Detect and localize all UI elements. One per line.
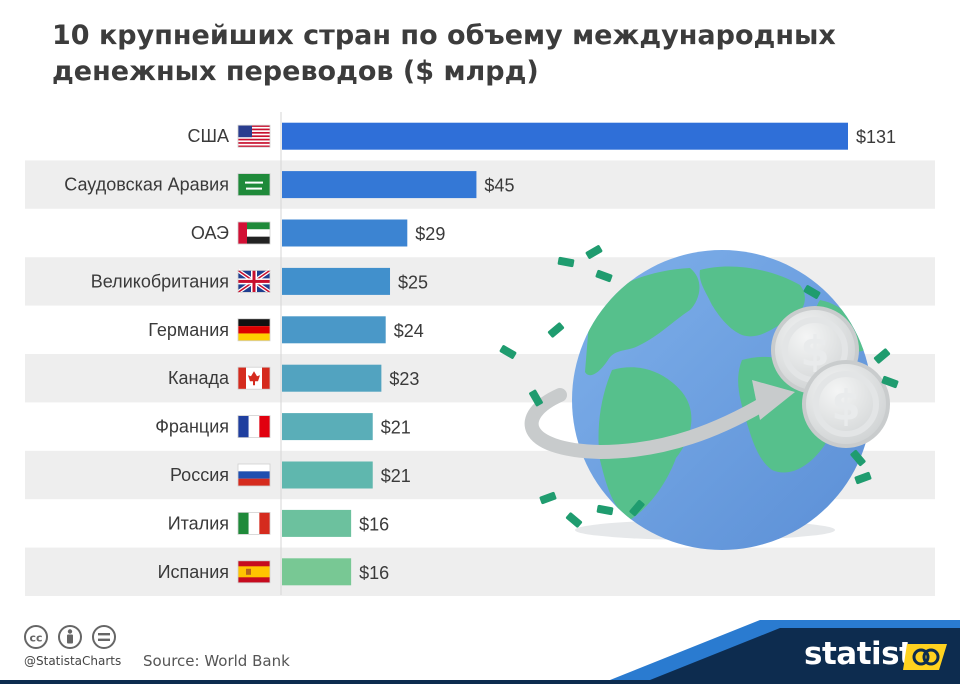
banknote-icon [585, 245, 603, 259]
footer-source: Source: World Bank [143, 652, 290, 670]
flag-icons [236, 124, 272, 584]
bars-group [282, 122, 848, 586]
value-label: $29 [415, 224, 445, 244]
cc-icon: cc [24, 625, 48, 649]
bar [282, 122, 848, 150]
footer-handle[interactable]: @StatistaCharts [24, 654, 122, 668]
no-derivatives-icon [92, 625, 116, 649]
bar [282, 413, 373, 441]
transfer-arrow-icon [524, 388, 777, 460]
category-label: ОАЭ [191, 223, 229, 243]
banknote-icon [873, 348, 891, 364]
row-stripe [25, 547, 935, 596]
value-label: $25 [398, 272, 428, 292]
value-label: $21 [381, 466, 411, 486]
category-label: Россия [170, 465, 229, 485]
value-label: $131 [856, 127, 896, 147]
flag-germany-icon [237, 318, 271, 342]
bar [282, 219, 408, 247]
row-stripe [25, 160, 935, 209]
category-label: Франция [155, 417, 229, 437]
banknote-icon [547, 322, 565, 338]
globe-money-illustration: $ $ [499, 245, 899, 550]
category-labels: США Саудовская Аравия ОАЭ Великобритания Гер… [64, 126, 230, 582]
value-label: $16 [359, 563, 389, 583]
value-label: $23 [389, 369, 419, 389]
dollar-coin-icon: $ [802, 360, 890, 448]
flag-saudi-arabia-icon [237, 173, 271, 197]
banknote-icon [539, 491, 557, 505]
flag-canada-icon [237, 366, 271, 390]
bar [282, 267, 391, 295]
banknote-icon [529, 389, 543, 407]
flag-uae-icon [237, 221, 271, 245]
banknote-icon [565, 512, 583, 528]
bar [282, 364, 382, 392]
category-label: Канада [168, 368, 230, 388]
banknote-icon [803, 285, 821, 299]
banknote-icon [557, 256, 575, 268]
category-label: Великобритания [91, 271, 229, 291]
flag-spain-icon [237, 560, 271, 584]
footer-brand-band [640, 628, 960, 684]
flag-usa-icon [237, 124, 271, 148]
title-line-2: денежных переводов ($ млрд) [52, 56, 539, 87]
svg-text:cc: cc [29, 632, 42, 645]
statista-logo-icon [903, 644, 947, 670]
attribution-icon [58, 625, 82, 649]
banknote-icons [499, 245, 899, 528]
footer-bottom-rule [0, 680, 960, 684]
bar [282, 316, 386, 344]
value-labels: $131 $45 $29 $25 $24 $23 $21 $21 $16 $16 [359, 127, 896, 583]
flag-russia-icon [237, 463, 271, 487]
value-label: $21 [381, 418, 411, 438]
banknote-icon [629, 499, 645, 517]
value-label: $45 [484, 176, 514, 196]
category-label: Испания [158, 562, 229, 582]
category-label: Италия [168, 513, 229, 533]
bar [282, 461, 373, 489]
flag-italy-icon [237, 512, 271, 535]
svg-text:$: $ [831, 381, 860, 430]
title-line-1: 10 крупнейших стран по объему международ… [52, 20, 836, 51]
chart-title: 10 крупнейших стран по объему международ… [52, 18, 836, 90]
value-label: $24 [394, 321, 424, 341]
banknote-icon [881, 375, 899, 389]
license-icons: cc [24, 625, 116, 649]
banknote-icon [499, 345, 517, 359]
bar [282, 558, 352, 586]
value-label: $16 [359, 514, 389, 534]
category-label: США [187, 126, 229, 146]
bar [282, 171, 477, 199]
banknote-icon [595, 269, 613, 283]
bar [282, 509, 352, 537]
banknote-icon [596, 504, 614, 516]
transfer-arrowhead-icon [752, 380, 795, 420]
banknote-icon [850, 449, 866, 467]
flag-uk-icon [236, 268, 272, 295]
category-label: Германия [148, 320, 229, 340]
flag-france-icon [237, 415, 271, 439]
banknote-icon [854, 471, 872, 485]
category-label: Саудовская Аравия [64, 175, 229, 195]
